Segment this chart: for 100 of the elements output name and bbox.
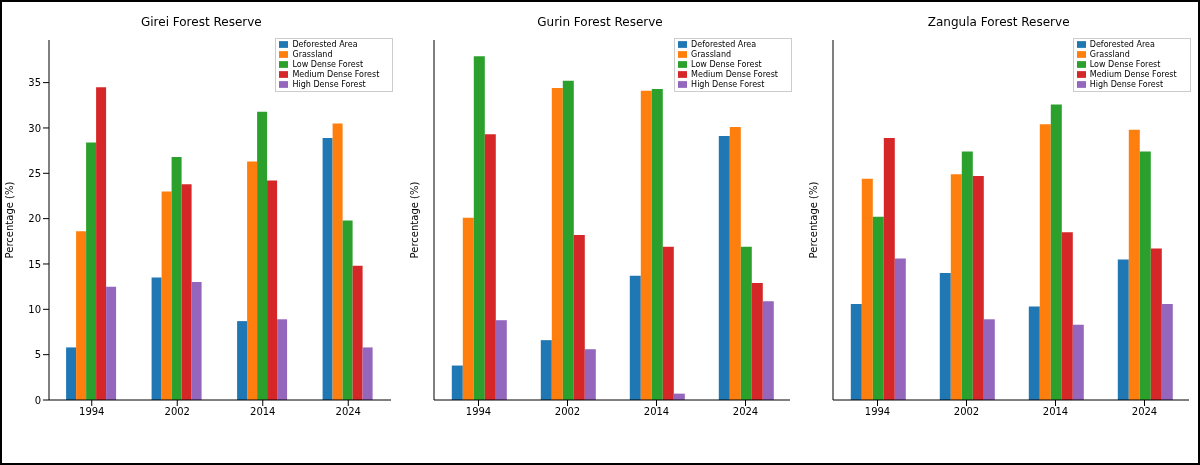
bar	[191, 282, 202, 400]
legend-label: Deforested Area	[691, 40, 757, 49]
legend-label: High Dense Forest	[691, 80, 765, 89]
bar	[1161, 303, 1173, 400]
legend-label: Low Dense Forest	[292, 60, 364, 69]
bar	[484, 134, 496, 400]
bar	[551, 88, 563, 400]
legend-label: Medium Dense Forest	[691, 70, 778, 79]
y-tick-label: 20	[28, 213, 42, 225]
legend-label: High Dense Forest	[1089, 80, 1164, 89]
x-tick-label: 1994	[864, 406, 890, 418]
y-tick-label: 10	[28, 303, 42, 315]
bar	[181, 184, 192, 400]
x-tick-label: 2014	[250, 406, 276, 418]
bar	[171, 156, 182, 400]
bar	[950, 174, 962, 400]
bar	[247, 161, 258, 400]
x-tick-label: 2024	[335, 406, 362, 418]
bar	[1128, 129, 1140, 400]
bar	[86, 142, 97, 400]
y-axis-title: Percentage (%)	[408, 181, 420, 259]
legend-label: High Dense Forest	[292, 80, 366, 89]
bar	[96, 87, 107, 400]
bar	[106, 286, 117, 400]
x-tick-label: 1994	[79, 406, 105, 418]
bar	[473, 56, 485, 400]
bar	[651, 88, 663, 400]
chart-title: Gurin Forest Reserve	[536, 14, 664, 31]
bar	[1150, 248, 1162, 400]
bar	[1061, 232, 1073, 400]
bar	[267, 180, 278, 400]
bar	[740, 246, 752, 400]
bar	[894, 258, 906, 400]
bar	[662, 246, 674, 400]
bar	[850, 303, 862, 400]
bar	[762, 301, 774, 400]
bar	[76, 231, 87, 400]
bar	[1139, 151, 1151, 400]
bar	[322, 137, 333, 400]
y-tick-label: 30	[28, 122, 42, 134]
legend-label: Grassland	[1089, 50, 1130, 59]
bar	[861, 178, 873, 400]
bar	[1072, 324, 1084, 400]
chart-title: Zangula Forest Reserve	[926, 14, 1071, 31]
x-tick-label: 2002	[164, 406, 191, 418]
bar	[362, 347, 373, 400]
bar	[729, 127, 741, 400]
legend-label: Low Dense Forest	[1089, 60, 1161, 69]
legend-label: Grassland	[691, 50, 732, 59]
x-tick-label: 2002	[554, 406, 581, 418]
legend-label: Deforested Area	[1089, 40, 1155, 49]
bar	[1028, 306, 1040, 400]
bar	[342, 220, 353, 400]
legend-label: Deforested Area	[292, 40, 358, 49]
bar	[872, 216, 884, 400]
bar	[462, 217, 474, 400]
x-tick-label: 2014	[643, 406, 670, 418]
x-tick-label: 2002	[953, 406, 979, 418]
chart-title: Girei Forest Reserve	[139, 14, 263, 31]
bar	[332, 123, 343, 400]
bar	[161, 191, 172, 400]
bar	[277, 319, 288, 400]
bar	[495, 320, 507, 400]
x-tick-label: 2024	[1131, 406, 1157, 418]
bar	[573, 234, 585, 400]
bar	[1117, 259, 1129, 400]
y-axis-title: Percentage (%)	[807, 181, 819, 259]
bar	[66, 347, 77, 400]
bar	[237, 321, 248, 400]
y-axis-title: Percentage (%)	[3, 181, 15, 259]
x-tick-label: 1994	[465, 406, 492, 418]
bar	[983, 319, 995, 400]
bar	[718, 136, 730, 400]
legend-label: Medium Dense Forest	[1089, 70, 1177, 79]
y-tick-label: 5	[34, 349, 42, 361]
bar	[640, 90, 652, 400]
bar	[451, 365, 463, 400]
bar	[1050, 104, 1062, 400]
bar	[562, 80, 574, 400]
bar	[257, 111, 268, 400]
bar	[629, 275, 641, 400]
y-tick-label: 25	[28, 167, 42, 179]
legend-label: Medium Dense Forest	[292, 70, 380, 79]
legend-label: Low Dense Forest	[691, 60, 762, 69]
x-tick-label: 2024	[732, 406, 759, 418]
bar	[540, 340, 552, 400]
bar	[939, 273, 951, 400]
x-tick-label: 2014	[1042, 406, 1068, 418]
y-tick-label: 0	[34, 394, 42, 406]
bar	[352, 265, 363, 400]
bar	[961, 151, 973, 400]
bar	[883, 137, 895, 400]
legend-label: Grassland	[292, 50, 333, 59]
bar	[972, 176, 984, 400]
y-tick-label: 35	[28, 77, 42, 89]
bar	[1039, 124, 1051, 400]
bar	[151, 277, 162, 400]
y-tick-label: 15	[28, 258, 42, 270]
bar	[751, 283, 763, 400]
bar	[584, 349, 596, 400]
